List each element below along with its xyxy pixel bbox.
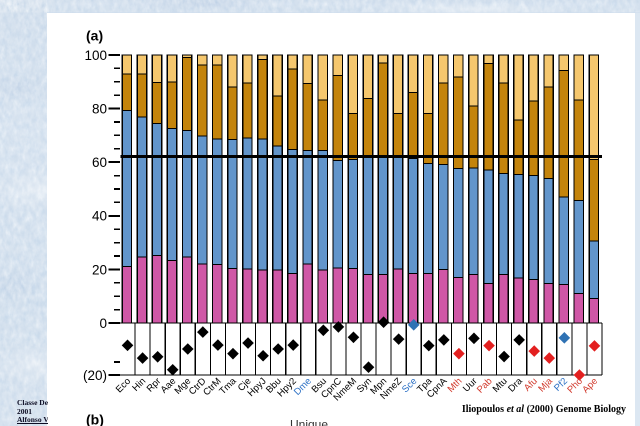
svg-text:(a): (a) [86,28,103,44]
svg-text:Iliopoulos et al (2000) Genome: Iliopoulos et al (2000) Genome Biology [462,404,626,415]
svg-text:(20): (20) [83,368,107,383]
svg-text:40: 40 [92,209,107,224]
svg-text:Ape: Ape [580,376,600,396]
svg-text:60: 60 [92,155,107,170]
svg-text:Unique: Unique [290,418,328,426]
svg-text:(b): (b) [86,412,104,426]
svg-text:80: 80 [92,102,107,117]
svg-text:100: 100 [84,48,107,63]
svg-text:0: 0 [99,316,107,331]
svg-text:20: 20 [92,262,107,277]
